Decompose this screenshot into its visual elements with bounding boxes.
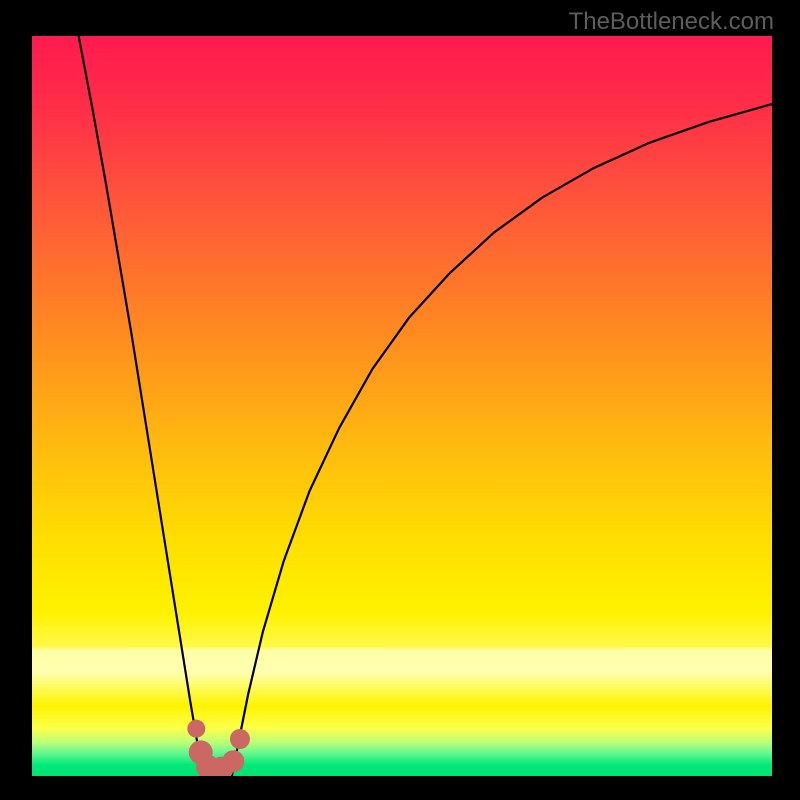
watermark-text: TheBottleneck.com (569, 8, 774, 36)
chart-frame: TheBottleneck.com (0, 0, 800, 800)
valley-dot (187, 720, 205, 738)
plot-area (32, 36, 772, 776)
chart-svg (32, 36, 772, 776)
valley-dot (222, 750, 244, 772)
valley-dot (230, 729, 250, 749)
